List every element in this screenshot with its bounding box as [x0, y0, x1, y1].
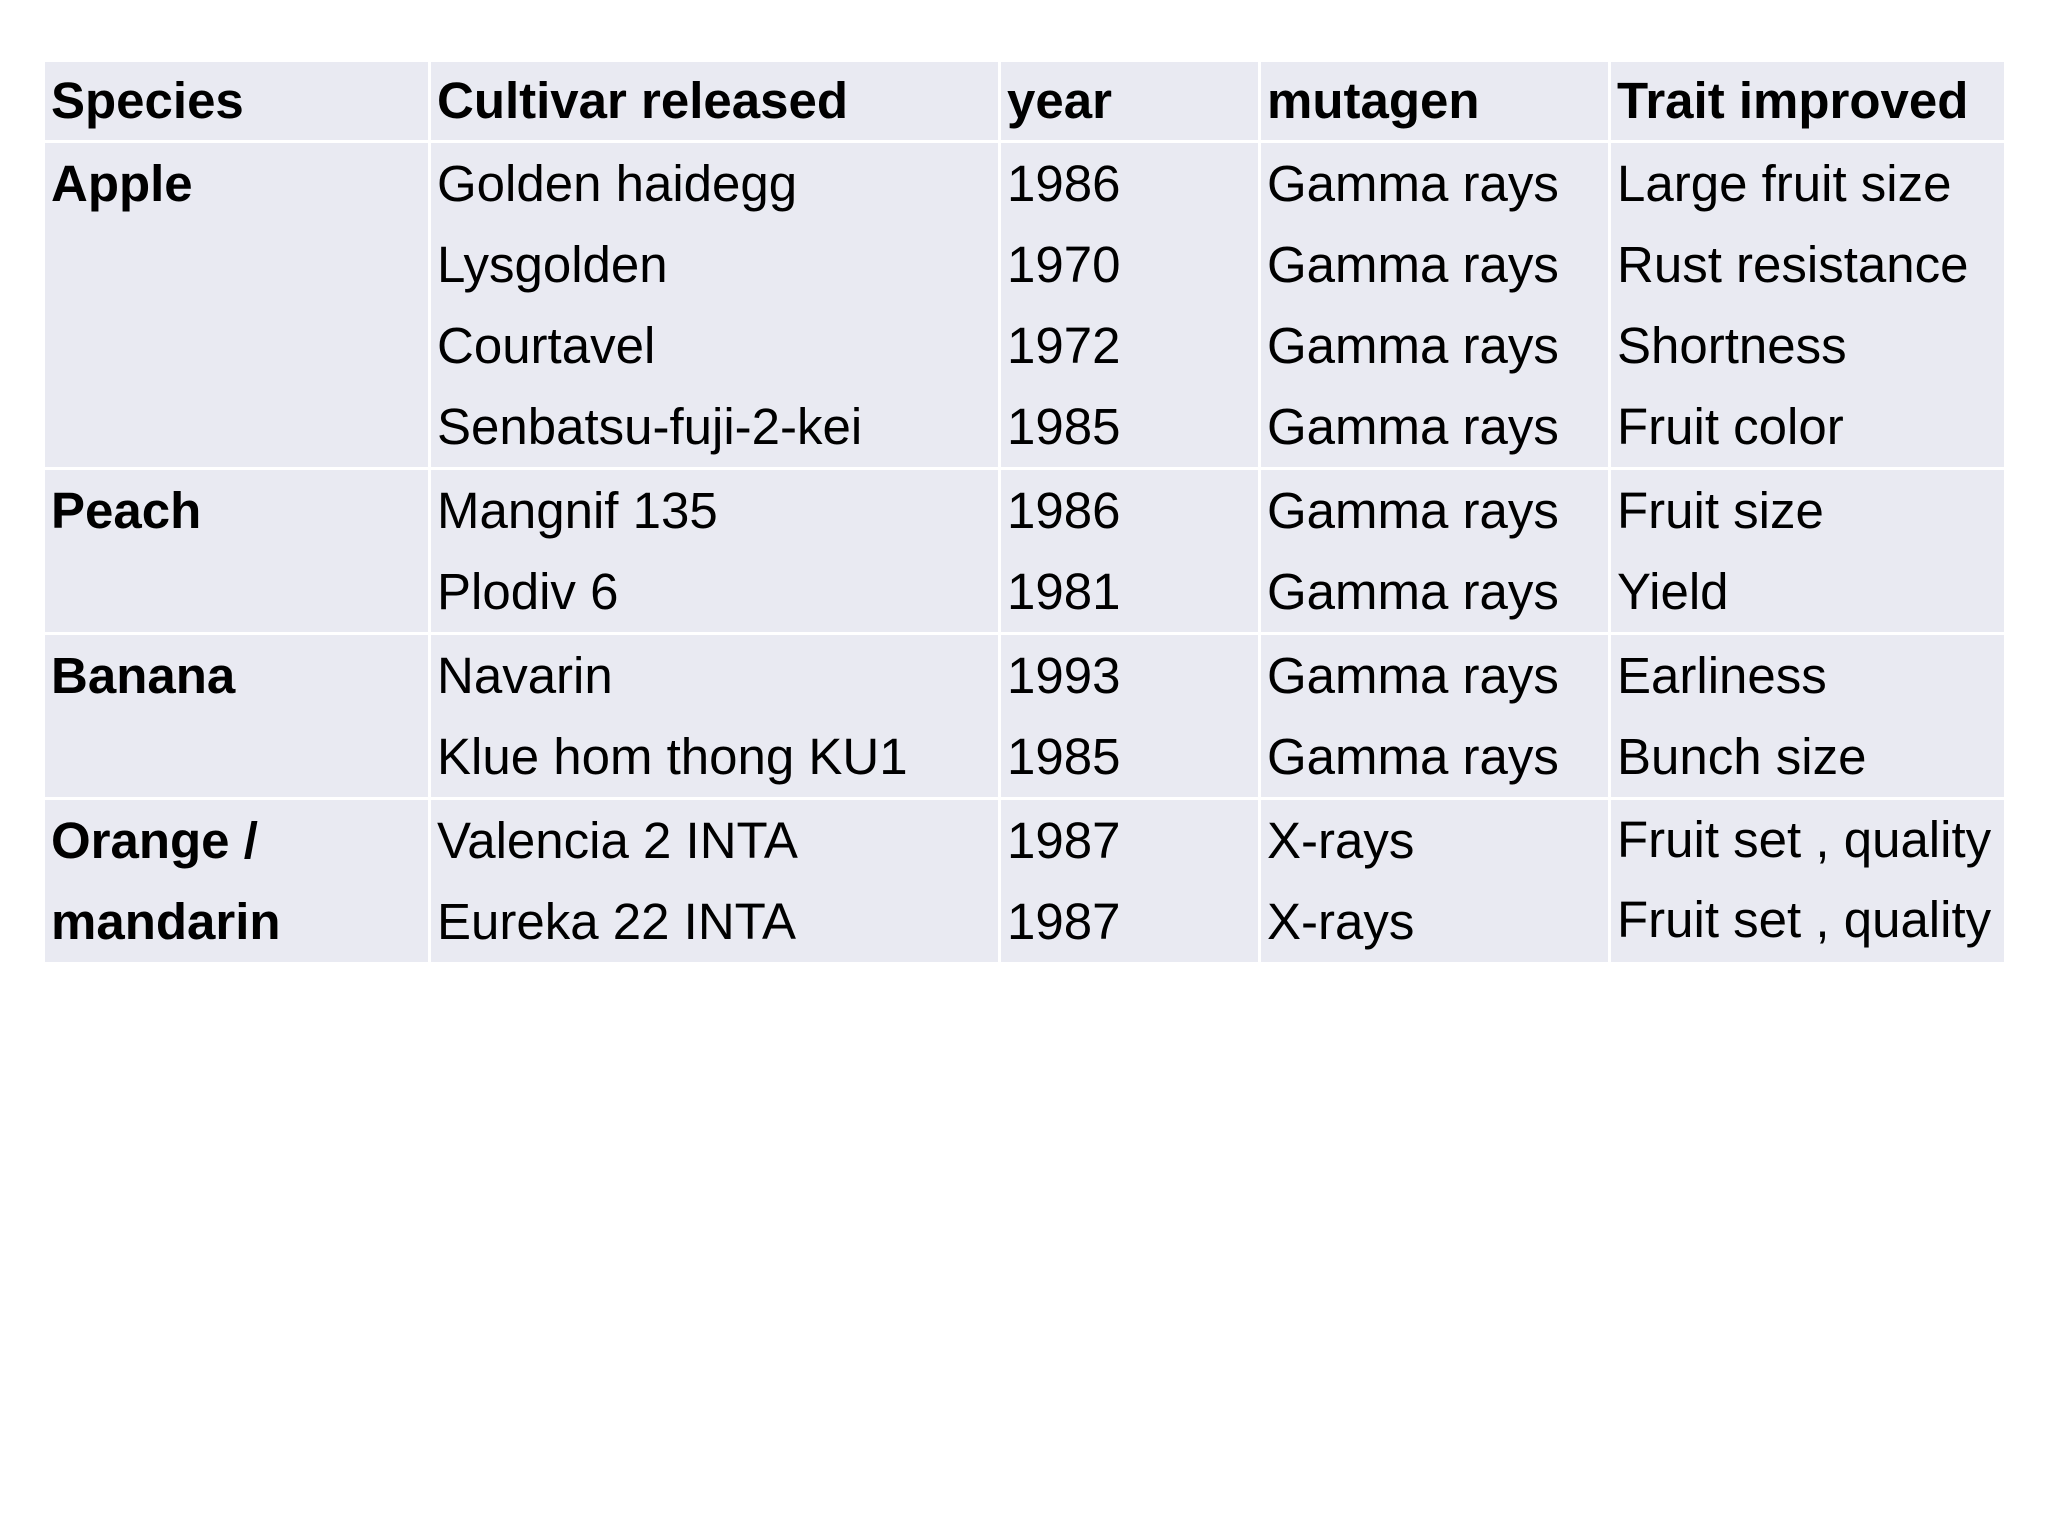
mutagen-cell: X-rays X-rays [1258, 797, 1611, 965]
release-year: 1970 [1007, 236, 1121, 293]
header-species: Species [42, 59, 431, 143]
mutagen-value: Gamma rays [1267, 236, 1559, 293]
year-cell: 1986 1970 1972 1985 [998, 140, 1261, 470]
trait-value: Earliness [1617, 647, 1827, 704]
trait-value: Fruit size [1617, 482, 1824, 539]
trait-cell: Fruit size Yield [1608, 467, 2007, 635]
release-year: 1985 [1007, 728, 1121, 785]
release-year: 1993 [1007, 647, 1121, 704]
mutagen-value: X-rays [1267, 893, 1415, 950]
species-cell: Apple [42, 140, 431, 470]
trait-cell: Fruit set , quality Fruit set , quality [1608, 797, 2007, 965]
cultivar-cell: Navarin Klue hom thong KU1 [428, 632, 1001, 800]
release-year: 1986 [1007, 482, 1121, 539]
mutagen-cell: Gamma rays Gamma rays [1258, 467, 1611, 635]
trait-value: Shortness [1617, 317, 1847, 374]
trait-value: Large fruit size [1617, 155, 1952, 212]
mutagen-value: Gamma rays [1267, 728, 1559, 785]
trait-value: Bunch size [1617, 728, 1867, 785]
release-year: 1981 [1007, 563, 1121, 620]
header-trait: Trait improved [1608, 59, 2007, 143]
release-year: 1987 [1007, 893, 1121, 950]
mutant-cultivars-table: Species Cultivar released year mutagen T… [42, 59, 2007, 965]
year-cell: 1986 1981 [998, 467, 1261, 635]
table-row: Apple Golden haidegg Lysgolden Courtavel… [42, 140, 2007, 470]
mutagen-value: Gamma rays [1267, 317, 1559, 374]
year-cell: 1987 1987 [998, 797, 1261, 965]
table-header: Species Cultivar released year mutagen T… [42, 59, 2007, 143]
species-cell: Banana [42, 632, 431, 800]
cultivar-name: Valencia 2 INTA [437, 812, 798, 869]
cultivar-name: Senbatsu-fuji-2-kei [437, 398, 863, 455]
trait-value: Fruit set , quality [1617, 891, 1992, 948]
trait-value: Yield [1617, 563, 1729, 620]
mutagen-value: Gamma rays [1267, 482, 1559, 539]
release-year: 1985 [1007, 398, 1121, 455]
table-row: Peach Mangnif 135 Plodiv 6 1986 1981 Gam… [42, 467, 2007, 635]
year-cell: 1993 1985 [998, 632, 1261, 800]
trait-cell: Earliness Bunch size [1608, 632, 2007, 800]
mutagen-value: X-rays [1267, 812, 1415, 869]
cultivar-name: Navarin [437, 647, 613, 704]
species-cell: Orange / mandarin [42, 797, 431, 965]
cultivar-name: Plodiv 6 [437, 563, 619, 620]
trait-cell: Large fruit size Rust resistance Shortne… [1608, 140, 2007, 470]
species-name: Peach [51, 482, 202, 539]
cultivar-cell: Valencia 2 INTA Eureka 22 INTA [428, 797, 1001, 965]
header-row: Species Cultivar released year mutagen T… [42, 59, 2007, 143]
cultivar-name: Klue hom thong KU1 [437, 728, 908, 785]
cultivar-name: Golden haidegg [437, 155, 798, 212]
table-row: Orange / mandarin Valencia 2 INTA Eureka… [42, 797, 2007, 965]
release-year: 1986 [1007, 155, 1121, 212]
species-name: Orange / mandarin [51, 812, 281, 950]
cultivar-cell: Golden haidegg Lysgolden Courtavel Senba… [428, 140, 1001, 470]
trait-value: Fruit color [1617, 398, 1844, 455]
species-name: Banana [51, 647, 236, 704]
mutagen-value: Gamma rays [1267, 563, 1559, 620]
header-year: year [998, 59, 1261, 143]
mutagen-cell: Gamma rays Gamma rays [1258, 632, 1611, 800]
mutagen-value: Gamma rays [1267, 155, 1559, 212]
cultivar-name: Lysgolden [437, 236, 668, 293]
release-year: 1972 [1007, 317, 1121, 374]
cultivar-cell: Mangnif 135 Plodiv 6 [428, 467, 1001, 635]
cultivar-name: Mangnif 135 [437, 482, 718, 539]
release-year: 1987 [1007, 812, 1121, 869]
mutagen-value: Gamma rays [1267, 398, 1559, 455]
species-name: Apple [51, 155, 193, 212]
cultivar-name: Eureka 22 INTA [437, 893, 797, 950]
trait-value: Rust resistance [1617, 236, 1969, 293]
trait-value: Fruit set , quality [1617, 811, 1992, 868]
table-body: Apple Golden haidegg Lysgolden Courtavel… [42, 140, 2007, 965]
species-cell: Peach [42, 467, 431, 635]
mutagen-value: Gamma rays [1267, 647, 1559, 704]
mutagen-cell: Gamma rays Gamma rays Gamma rays Gamma r… [1258, 140, 1611, 470]
cultivar-name: Courtavel [437, 317, 656, 374]
header-cultivar: Cultivar released [428, 59, 1001, 143]
header-mutagen: mutagen [1258, 59, 1611, 143]
table-row: Banana Navarin Klue hom thong KU1 1993 1… [42, 632, 2007, 800]
